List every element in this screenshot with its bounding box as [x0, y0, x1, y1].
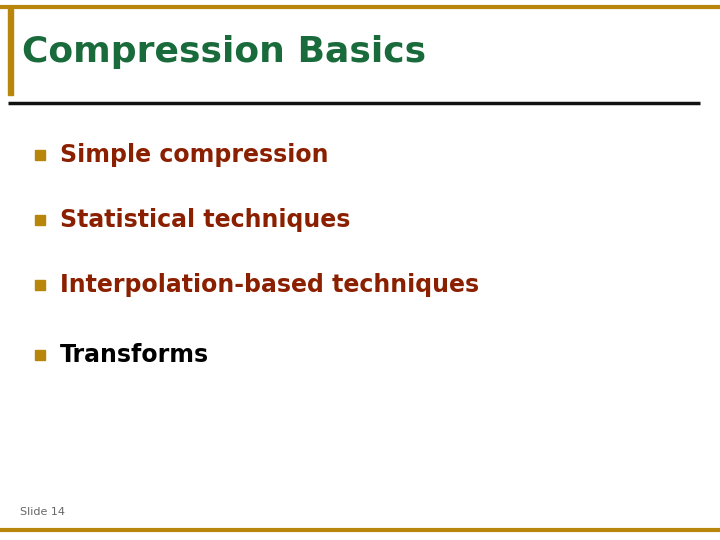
Bar — [8, 7, 13, 95]
Text: Transforms: Transforms — [60, 343, 209, 367]
Text: Simple compression: Simple compression — [60, 143, 328, 167]
Text: Interpolation-based techniques: Interpolation-based techniques — [60, 273, 479, 297]
Bar — [35, 150, 45, 160]
Text: Statistical techniques: Statistical techniques — [60, 208, 351, 232]
Bar — [35, 215, 45, 225]
Text: Compression Basics: Compression Basics — [22, 35, 426, 69]
Bar — [35, 280, 45, 290]
Text: Slide 14: Slide 14 — [20, 507, 65, 517]
Bar — [35, 350, 45, 360]
